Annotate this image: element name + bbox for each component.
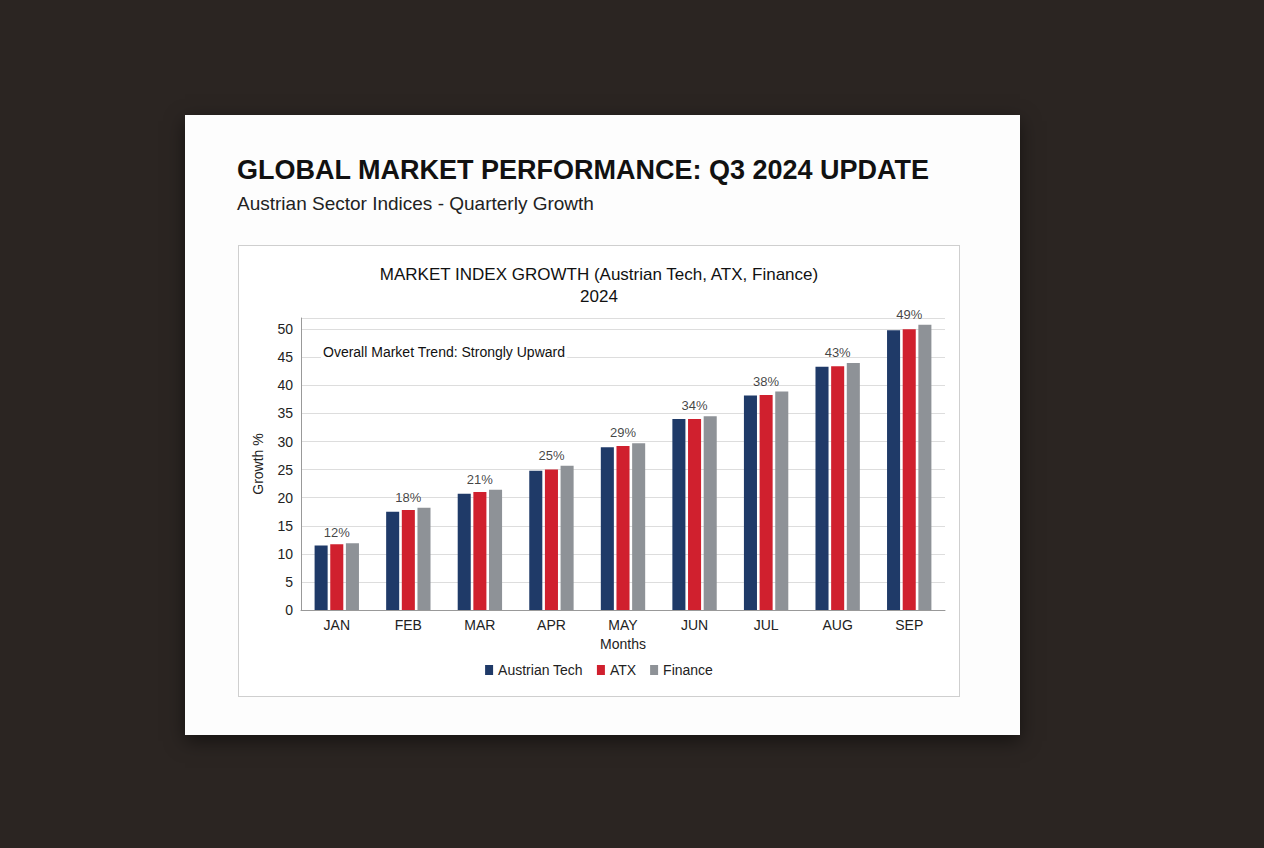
- svg-text:JAN: JAN: [324, 617, 350, 633]
- svg-text:50: 50: [277, 321, 293, 337]
- svg-text:43%: 43%: [825, 345, 851, 360]
- svg-text:30: 30: [277, 434, 293, 450]
- svg-text:JUL: JUL: [754, 617, 779, 633]
- svg-text:34%: 34%: [682, 398, 708, 413]
- svg-text:0: 0: [285, 602, 293, 618]
- svg-text:21%: 21%: [467, 472, 493, 487]
- svg-text:MAR: MAR: [464, 617, 495, 633]
- svg-text:35: 35: [277, 405, 293, 421]
- html-text:Austrian Sector Indices - Quar: Austrian Sector Indices - Quarterly Grow…: [237, 193, 594, 214]
- svg-text:AUG: AUG: [822, 617, 852, 633]
- svg-text:ATX: ATX: [610, 662, 637, 678]
- svg-text:APR: APR: [537, 617, 566, 633]
- svg-text:10: 10: [277, 546, 293, 562]
- svg-text:MAY: MAY: [608, 617, 638, 633]
- svg-text:25: 25: [277, 462, 293, 478]
- svg-text:29%: 29%: [610, 425, 636, 440]
- svg-text:SEP: SEP: [895, 617, 923, 633]
- svg-text:49%: 49%: [896, 307, 922, 322]
- svg-text:45: 45: [277, 349, 293, 365]
- html-text:GLOBAL MARKET PERFORMANCE: Q3: GLOBAL MARKET PERFORMANCE: Q3 2024 UPDAT…: [237, 155, 930, 185]
- svg-text:18%: 18%: [395, 490, 421, 505]
- svg-text:38%: 38%: [753, 374, 779, 389]
- svg-text:Months: Months: [600, 636, 646, 652]
- svg-text:12%: 12%: [324, 525, 350, 540]
- svg-text:Growth %: Growth %: [250, 433, 266, 494]
- svg-text:5: 5: [285, 574, 293, 590]
- svg-text:Austrian Tech: Austrian Tech: [498, 662, 583, 678]
- svg-text:20: 20: [277, 490, 293, 506]
- svg-text:Overall Market Trend: Strongly: Overall Market Trend: Strongly Upward: [323, 344, 565, 360]
- svg-text:40: 40: [277, 377, 293, 393]
- svg-text:25%: 25%: [538, 448, 564, 463]
- svg-text:Finance: Finance: [663, 662, 713, 678]
- svg-text:JUN: JUN: [681, 617, 708, 633]
- svg-text:15: 15: [277, 518, 293, 534]
- svg-text:FEB: FEB: [395, 617, 422, 633]
- svg-text:2024: 2024: [580, 287, 618, 306]
- svg-text:MARKET INDEX GROWTH (Austrian: MARKET INDEX GROWTH (Austrian Tech, ATX,…: [380, 265, 818, 284]
